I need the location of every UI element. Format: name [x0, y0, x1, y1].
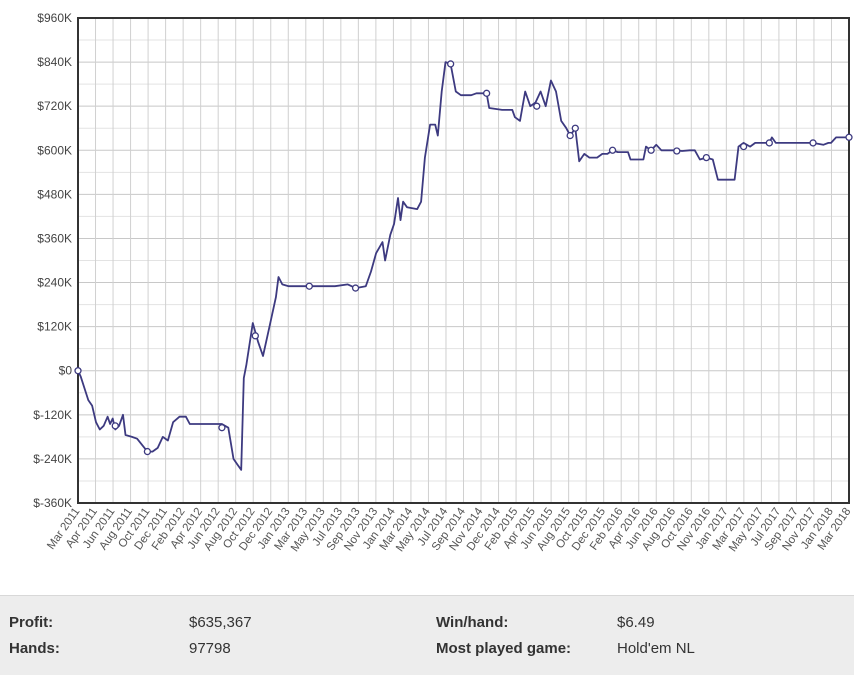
data-point-marker	[566, 131, 574, 140]
y-tick-label: $-120K	[33, 408, 72, 422]
data-point-marker	[351, 284, 360, 292]
y-tick-label: $240K	[37, 276, 72, 290]
y-tick-label: $960K	[37, 11, 72, 25]
profit-value: $635,367	[189, 614, 252, 631]
y-tick-label: $480K	[37, 187, 72, 201]
data-point-marker	[571, 124, 579, 132]
data-point-marker	[111, 422, 119, 430]
most-played-game-label: Most played game:	[436, 640, 572, 657]
data-point-marker	[809, 139, 817, 147]
data-point-marker	[251, 332, 259, 340]
data-point-marker	[765, 139, 773, 147]
data-point-marker	[647, 146, 655, 154]
most-played-game-value: Hold'em NL	[617, 640, 695, 657]
y-tick-label: $-360K	[33, 496, 72, 510]
win-per-hand-value: $6.49	[617, 614, 655, 631]
data-point-marker	[74, 367, 82, 375]
y-tick-label: $600K	[37, 143, 72, 157]
data-point-marker	[845, 133, 853, 141]
profit-label: Profit:	[9, 614, 54, 631]
profit-chart: Mar 2011 Apr 2011 Jun 2011 Aug 2011 Oct 2011…	[33, 11, 854, 555]
hands-value: 97798	[189, 640, 231, 657]
plot-border	[77, 17, 850, 504]
hands-label: Hands:	[9, 640, 60, 657]
data-point-marker	[218, 424, 226, 432]
data-point-marker	[608, 146, 617, 154]
data-point-marker	[673, 147, 681, 155]
y-tick-label: $0	[59, 364, 73, 378]
y-tick-label: $840K	[37, 55, 72, 69]
data-point-marker	[143, 447, 152, 456]
stats-panel: Profit: $635,367 Hands: 97798 Win/hand: …	[0, 595, 854, 675]
y-tick-label: $120K	[37, 320, 72, 334]
profit-line	[77, 61, 850, 471]
y-tick-label: $-240K	[33, 452, 72, 466]
y-tick-label: $360K	[37, 231, 72, 245]
data-point-marker	[739, 142, 748, 151]
data-point-marker	[446, 60, 455, 68]
win-per-hand-label: Win/hand:	[436, 614, 509, 631]
y-tick-label: $720K	[37, 99, 72, 113]
data-point-marker	[533, 102, 541, 110]
data-point-marker	[305, 282, 313, 290]
data-point-marker	[482, 89, 491, 97]
data-point-marker	[702, 153, 711, 162]
